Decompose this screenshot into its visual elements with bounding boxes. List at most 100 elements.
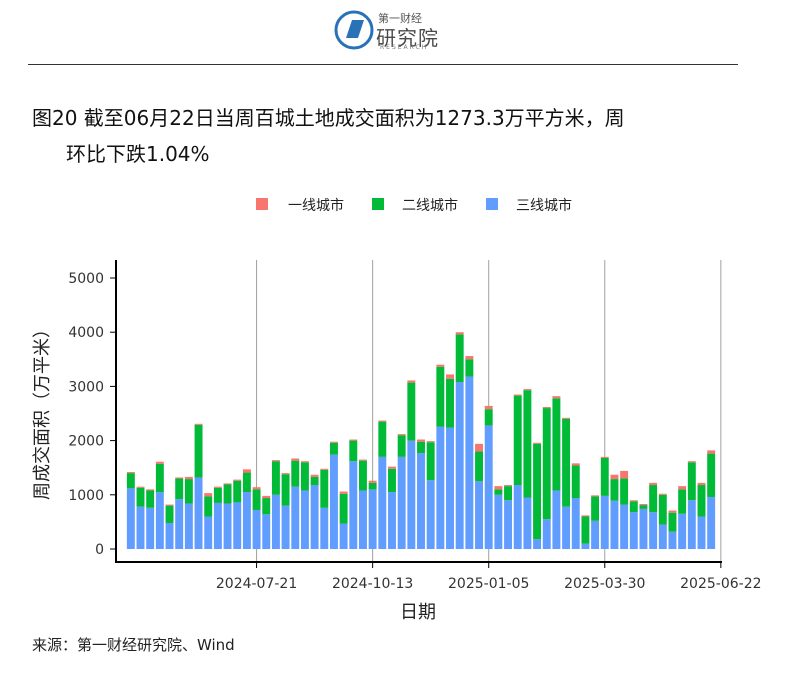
bar-tier1: [446, 374, 454, 379]
bar-tier2: [581, 516, 590, 544]
bar-tier2: [678, 489, 687, 514]
bar-tier1: [552, 396, 561, 399]
bar-tier1: [707, 450, 716, 454]
bar-tier2: [446, 378, 454, 428]
bar-tier1: [484, 405, 493, 410]
bar-tier1: [620, 470, 629, 479]
bar-tier2: [436, 366, 445, 427]
bar-tier3: [349, 461, 358, 549]
logo-main-text: 研究院: [376, 26, 439, 50]
bar-tier3: [475, 481, 483, 549]
x-axis-ticks: 2024-07-21 2024-10-13 2025-01-05 2025-03-30…: [216, 562, 762, 592]
bar-tier1: [504, 485, 513, 487]
bar-tier1: [165, 504, 174, 506]
y-tick-label: 2000: [68, 434, 104, 450]
legend-label-tier1: 一线城市: [288, 197, 344, 214]
bar-tier2: [223, 484, 232, 504]
bar-tier1: [407, 380, 416, 383]
logo: [332, 8, 442, 52]
bar-tier3: [571, 498, 580, 549]
bar-tier3: [136, 506, 145, 549]
bar-tier2: [697, 485, 706, 517]
bar-tier1: [571, 463, 580, 466]
bar-tier3: [678, 513, 687, 549]
bar-tier3: [213, 502, 222, 549]
bar-tier2: [475, 451, 483, 482]
bar-tier2: [649, 485, 658, 513]
bar-tier3: [687, 500, 696, 549]
bar-tier2: [310, 476, 319, 486]
bar-tier3: [359, 490, 367, 549]
bar-tier2: [426, 442, 435, 481]
bar-tier1: [494, 486, 503, 490]
bar-tier2: [291, 460, 300, 487]
bar-tier2: [620, 478, 629, 505]
bar-tier2: [668, 512, 677, 532]
bar-tier2: [610, 479, 619, 501]
bar-tier2: [397, 435, 406, 457]
legend-label-tier3: 三线城市: [516, 197, 572, 214]
bar-tier1: [591, 495, 600, 497]
bar-tier3: [300, 490, 309, 549]
logo-small-text: 第一财经: [378, 12, 422, 25]
bar-tier1: [475, 443, 483, 452]
bar-tier2: [320, 469, 329, 508]
bar-tier1: [639, 504, 648, 506]
bar-tier2: [600, 457, 609, 496]
bar-tier1: [562, 417, 571, 419]
bar-tier2: [184, 479, 193, 504]
x-tick-label: 2024-07-21: [216, 576, 297, 592]
bar-tier2: [687, 462, 696, 501]
x-tick-label: 2025-06-22: [680, 576, 761, 592]
y-axis-title: 周成交面积（万平米）: [32, 320, 53, 500]
bar-tier2: [368, 482, 377, 490]
bar-tier1: [184, 476, 193, 480]
bar-tier3: [542, 519, 551, 549]
bar-tier1: [223, 483, 232, 485]
bar-tier2: [194, 424, 203, 478]
bar-tier1: [291, 458, 300, 461]
logo-emblem-icon: [334, 10, 374, 50]
bar-tier1: [629, 500, 638, 502]
bar-tier2: [533, 443, 542, 540]
bar-tier1: [233, 479, 242, 481]
bar-tier2: [571, 465, 580, 499]
x-tick-label: 2025-03-30: [564, 576, 645, 592]
bar-tier1: [194, 423, 203, 425]
bar-tier1: [397, 434, 406, 436]
bar-tier3: [581, 543, 590, 549]
bar-tier1: [436, 364, 445, 367]
bar-tier2: [658, 494, 667, 525]
bar-tier2: [388, 468, 396, 493]
bar-tier1: [417, 439, 425, 442]
bar-tier3: [320, 507, 329, 549]
bar-tier1: [339, 491, 348, 494]
x-axis-title: 日期: [400, 602, 436, 623]
bar-tier3: [658, 524, 667, 549]
bar-tier1: [281, 473, 290, 475]
bar-tier3: [397, 456, 406, 549]
bar-tier3: [368, 489, 377, 549]
bar-tier1: [320, 468, 329, 470]
bar-tier1: [649, 482, 658, 486]
legend-swatch-tier3: [486, 198, 498, 210]
bar-tier3: [155, 492, 164, 549]
figure-title-line1: 图20 截至06月22日当周百城土地成交面积为1273.3万平方米，周: [32, 106, 625, 130]
bar-tier2: [552, 398, 561, 491]
bar-tier3: [252, 509, 261, 549]
bar-tier3: [184, 503, 193, 549]
bar-tier1: [542, 407, 551, 409]
bar-tier3: [639, 508, 648, 549]
bar-tier1: [310, 474, 319, 477]
bar-tier1: [300, 461, 309, 463]
bar-tier2: [378, 421, 387, 457]
bar-tier3: [194, 477, 203, 549]
bar-tier2: [175, 478, 184, 500]
bar-tier2: [494, 489, 503, 495]
y-tick-label: 3000: [68, 379, 104, 395]
bar-tier3: [591, 520, 600, 549]
bar-tier3: [165, 522, 174, 549]
bar-tier2: [349, 440, 358, 462]
bar-tier1: [262, 495, 271, 499]
